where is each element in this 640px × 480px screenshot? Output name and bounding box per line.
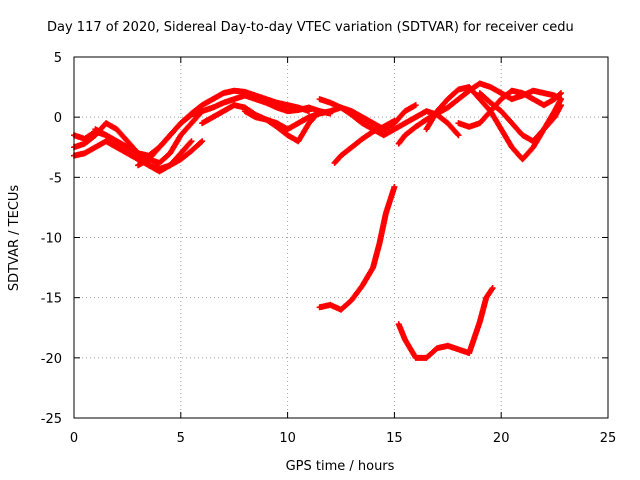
grid-lines: [74, 57, 608, 418]
data-point: [558, 96, 565, 103]
y-tick-label: -20: [41, 352, 62, 367]
x-tick-label: 0: [70, 431, 78, 446]
data-point: [556, 91, 563, 98]
data-point: [198, 139, 205, 146]
data-series: [71, 80, 565, 361]
series-track-9: [331, 117, 398, 166]
data-point: [391, 183, 398, 190]
data-point: [391, 117, 398, 124]
series-track-15: [395, 285, 496, 361]
data-point: [188, 138, 195, 145]
data-point: [454, 131, 461, 138]
y-tick-label: -10: [41, 232, 62, 247]
series-track-7: [241, 102, 419, 133]
data-point: [187, 139, 194, 146]
chart-title: Day 117 of 2020, Sidereal Day-to-day VTE…: [47, 20, 574, 35]
axis-ticks: 0 5 10 15 20 25 5 0 -5 -10 -15 -20 -25: [41, 51, 617, 446]
y-tick-label: 5: [54, 51, 62, 66]
y-tick-label: -5: [49, 171, 62, 186]
data-point: [558, 90, 565, 97]
x-axis-label: GPS time / hours: [286, 459, 395, 474]
data-point: [305, 108, 312, 115]
series-track-3: [71, 138, 206, 175]
x-tick-label: 5: [177, 431, 185, 446]
data-point: [199, 138, 206, 145]
y-tick-label: 0: [54, 111, 62, 126]
series-track-13: [476, 90, 565, 145]
series-track-5: [135, 87, 312, 169]
series-track-14: [316, 183, 398, 313]
x-tick-label: 10: [279, 431, 296, 446]
data-point: [412, 102, 419, 109]
y-axis-label: SDTVAR / TECUs: [7, 185, 22, 292]
x-tick-label: 25: [600, 431, 617, 446]
x-tick-label: 20: [493, 431, 510, 446]
y-tick-label: -25: [41, 412, 62, 427]
y-tick-label: -15: [41, 292, 62, 307]
data-point: [455, 132, 462, 139]
x-tick-label: 15: [386, 431, 403, 446]
data-point: [558, 102, 565, 109]
data-point: [489, 285, 496, 292]
